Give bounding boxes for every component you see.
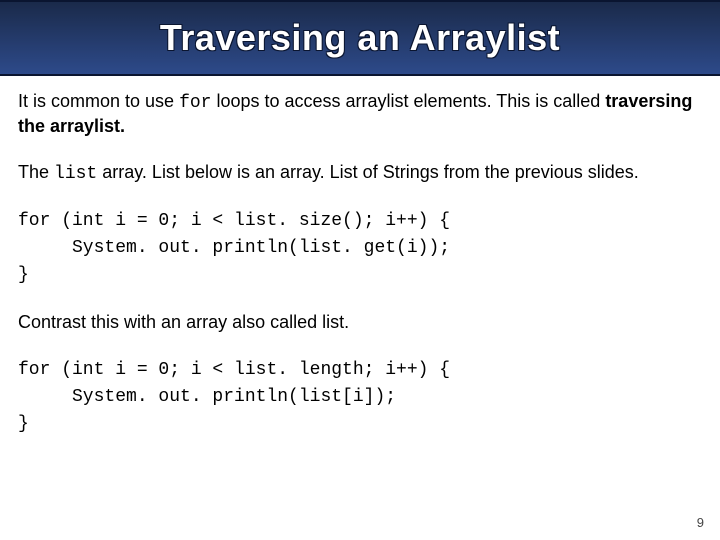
p1-text-b: loops to access arraylist elements. This…: [211, 91, 605, 111]
code-block-arraylist: for (int i = 0; i < list. size(); i++) {…: [18, 208, 702, 289]
p1-inline-code-for: for: [179, 93, 211, 113]
paragraph-1: It is common to use for loops to access …: [18, 90, 702, 139]
slide-body: It is common to use for loops to access …: [0, 76, 720, 438]
p2-text-a: The: [18, 162, 54, 182]
p2-text-b: array. List below is an array. List of S…: [97, 162, 639, 182]
paragraph-3: Contrast this with an array also called …: [18, 311, 702, 334]
code-block-array: for (int i = 0; i < list. length; i++) {…: [18, 357, 702, 438]
page-number: 9: [697, 515, 704, 530]
title-band: Traversing an Arraylist: [0, 0, 720, 76]
slide-title: Traversing an Arraylist: [160, 17, 560, 59]
p2-inline-code-list: list: [54, 164, 97, 184]
p1-text-a: It is common to use: [18, 91, 179, 111]
paragraph-2: The list array. List below is an array. …: [18, 161, 702, 186]
